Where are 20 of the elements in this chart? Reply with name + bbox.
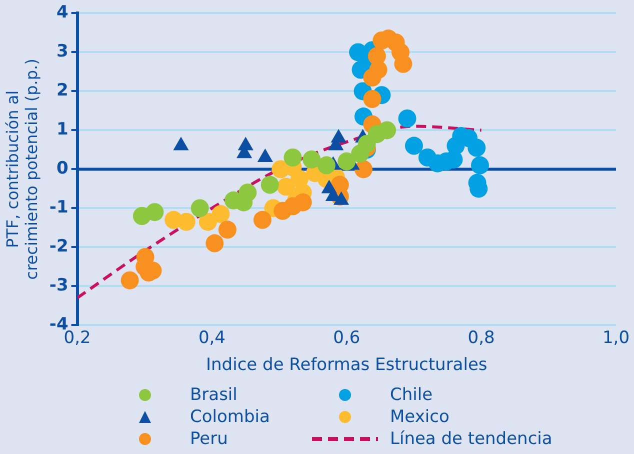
x-tick-label: 0,6 bbox=[333, 328, 360, 348]
y-tick-label: 4 bbox=[56, 2, 68, 23]
y-tick-label: -1 bbox=[49, 198, 68, 218]
legend-label: Peru bbox=[190, 429, 228, 449]
y-tick-label: 1 bbox=[56, 120, 68, 140]
y-tick-label: 0 bbox=[56, 158, 68, 179]
x-tick-label: 1,0 bbox=[602, 328, 630, 348]
y-axis-title: PTF, contribución al crecimiento potencial (p.p.) bbox=[2, 58, 41, 280]
y-tick-label: -3 bbox=[49, 276, 68, 296]
legend-label: Colombia bbox=[190, 407, 270, 427]
legend-label: Línea de tendencia bbox=[390, 429, 552, 449]
x-tick-label: 0,8 bbox=[468, 328, 495, 348]
x-tick-label: 0,4 bbox=[198, 328, 226, 348]
x-axis-title: Indice de Reformas Estructurales bbox=[206, 355, 488, 376]
legend-label: Chile bbox=[390, 385, 433, 405]
y-tick-label: -2 bbox=[49, 236, 68, 257]
legend-label: Brasil bbox=[190, 385, 238, 405]
y-tick-label: 3 bbox=[56, 42, 68, 62]
legend-label: Mexico bbox=[390, 407, 450, 427]
y-tick-label: 2 bbox=[56, 80, 68, 101]
